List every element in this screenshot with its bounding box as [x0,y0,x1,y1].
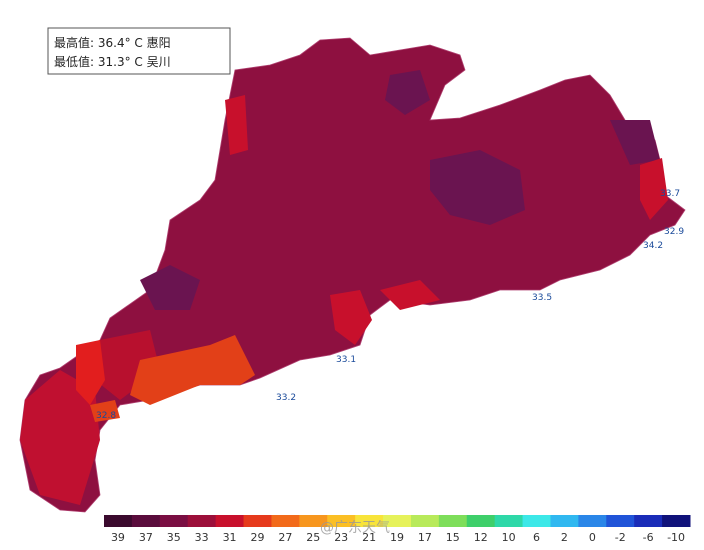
legend: 39 37 35 33 31 29 27 25 23 21 19 17 15 12 10 6 2 0 -2 -6 -10 [104,515,691,544]
region-hot [385,70,430,115]
station-value: 34.2 [643,241,663,251]
legend-swatch [606,515,635,527]
region-warm [330,290,372,345]
legend-label: 6 [533,531,540,544]
legend-swatch [522,515,551,527]
station-value: 33.1 [336,355,356,365]
legend-label: 39 [111,531,125,544]
legend-label: 31 [223,531,237,544]
legend-swatch [662,515,691,527]
legend-label: 37 [139,531,153,544]
legend-label: 33 [195,531,209,544]
info-box: 最高值: 36.4° C 惠阳 最低值: 31.3° C 吴川 [47,27,231,75]
legend-swatch [634,515,663,527]
legend-label: 10 [502,531,516,544]
legend-swatch [578,515,607,527]
region-warm [20,370,100,505]
legend-label: 23 [334,531,348,544]
legend-swatch [466,515,496,527]
legend-label: 19 [390,531,404,544]
region-hot [140,265,200,310]
legend-swatch [410,515,440,527]
legend-label: 15 [446,531,460,544]
legend-swatch [131,515,161,527]
min-temp: 最低值: 31.3° C 吴川 [54,54,171,69]
legend-swatch [550,515,579,527]
legend-label: 12 [474,531,488,544]
legend-swatch [438,515,468,527]
station-value: 33.7 [660,189,680,199]
legend-label: -6 [643,531,654,544]
region-hot [610,120,660,165]
station-value: 32.8 [96,411,116,421]
legend-swatch [215,515,245,527]
region-warm [380,280,440,310]
legend-label: 17 [418,531,432,544]
watermark: @广东天气 [320,520,390,536]
legend-label: -2 [615,531,626,544]
legend-swatch [299,515,328,527]
legend-swatch [383,515,412,527]
info-box-frame [47,27,231,75]
province [19,37,686,513]
station-value: 32.9 [664,227,684,237]
legend-swatch [271,515,300,527]
region-cool [130,335,255,405]
legend-label: 29 [250,531,264,544]
legend-label: 27 [278,531,292,544]
legend-swatch [104,515,133,527]
legend-swatch [159,515,189,527]
legend-label: 35 [167,531,181,544]
region-hot [430,150,525,225]
region-warm [640,158,668,220]
region-warm [225,95,248,155]
legend-swatch [327,515,356,527]
legend-swatch [355,515,384,527]
station-labels: 33.5 34.232.9 33.2 33.1 33.7 32.8 [96,189,684,421]
region-cool [90,400,120,422]
legend-swatch [187,515,217,527]
legend-label: 2 [561,531,568,544]
region-warm [95,330,160,400]
map [19,37,686,513]
legend-label: -10 [667,531,685,544]
legend-label: 21 [362,531,376,544]
legend-label: 25 [306,531,320,544]
legend-swatch [494,515,524,527]
max-temp: 最高值: 36.4° C 惠阳 [54,35,171,50]
region-cool [76,340,105,405]
legend-label: 0 [589,531,596,544]
station-value: 33.2 [276,393,296,403]
station-value: 33.5 [532,293,552,303]
legend-swatch [243,515,272,527]
